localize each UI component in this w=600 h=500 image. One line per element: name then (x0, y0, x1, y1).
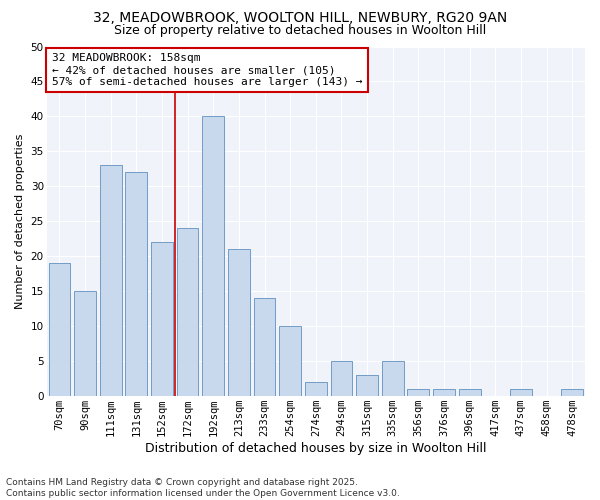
Bar (331, 361, 352, 396)
X-axis label: Distribution of detached houses by size in Woolton Hill: Distribution of detached houses by size … (145, 442, 487, 455)
Bar (74, 292, 96, 396)
Bar (228, 250, 250, 396)
Bar (125, 172, 147, 396)
Bar (177, 228, 199, 396)
Bar (100, 166, 122, 396)
Bar (561, 389, 583, 396)
Bar (356, 375, 378, 396)
Text: 32 MEADOWBROOK: 158sqm
← 42% of detached houses are smaller (105)
57% of semi-de: 32 MEADOWBROOK: 158sqm ← 42% of detached… (52, 54, 362, 86)
Text: Size of property relative to detached houses in Woolton Hill: Size of property relative to detached ho… (114, 24, 486, 37)
Bar (202, 116, 224, 396)
Y-axis label: Number of detached properties: Number of detached properties (15, 134, 25, 309)
Bar (510, 389, 532, 396)
Bar (305, 382, 326, 396)
Text: 32, MEADOWBROOK, WOOLTON HILL, NEWBURY, RG20 9AN: 32, MEADOWBROOK, WOOLTON HILL, NEWBURY, … (93, 11, 507, 25)
Bar (254, 298, 275, 396)
Bar (407, 389, 429, 396)
Bar (382, 361, 404, 396)
Bar (151, 242, 173, 396)
Bar (459, 389, 481, 396)
Bar (279, 326, 301, 396)
Text: Contains HM Land Registry data © Crown copyright and database right 2025.
Contai: Contains HM Land Registry data © Crown c… (6, 478, 400, 498)
Bar (433, 389, 455, 396)
Bar (49, 264, 70, 396)
